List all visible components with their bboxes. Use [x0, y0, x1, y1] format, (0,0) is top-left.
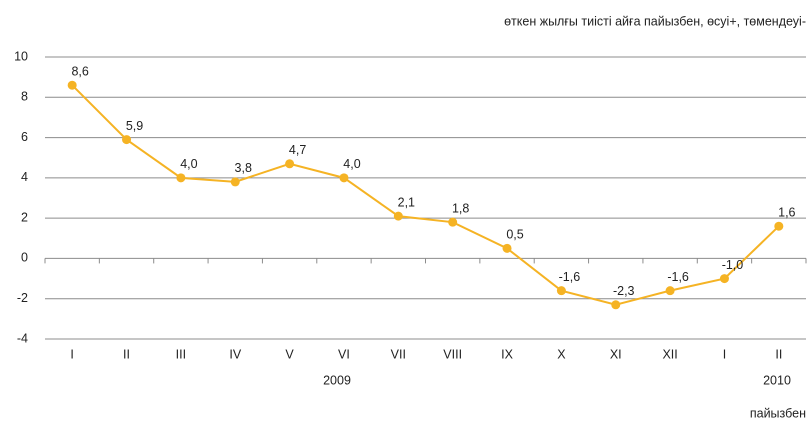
chart-subtitle: өткен жылғы тиісті айға пайызбен, өсуі+,…	[504, 14, 806, 28]
series-line	[71, 84, 780, 306]
data-label: 3,8	[235, 161, 252, 175]
y-tick-label: -4	[17, 331, 28, 345]
y-tick-label: 6	[21, 130, 28, 144]
data-label: 0,5	[506, 228, 523, 242]
x-tick-label: I	[723, 347, 726, 361]
x-tick-label: X	[557, 347, 566, 361]
x-tick-label: XI	[610, 347, 622, 361]
data-label: 4,0	[343, 157, 360, 171]
x-tick-label: III	[176, 347, 186, 361]
data-label: 4,0	[180, 157, 197, 171]
data-label: -1,0	[722, 258, 744, 272]
x-tick-label: V	[285, 347, 294, 361]
data-point	[611, 300, 621, 310]
data-point	[122, 135, 132, 145]
data-point	[502, 243, 512, 253]
y-tick-label: 2	[21, 210, 28, 224]
data-point	[285, 159, 295, 169]
data-label: 1,6	[778, 205, 795, 219]
unit-label: пайызбен	[750, 406, 806, 420]
x-tick-label: VIII	[443, 347, 462, 361]
y-tick-label: -2	[17, 291, 28, 305]
x-tick-label: VII	[391, 347, 406, 361]
x-tick-label: II	[123, 347, 130, 361]
y-tick-label: 8	[21, 90, 28, 104]
y-tick-label: 4	[21, 170, 28, 184]
x-tick-label: XII	[662, 347, 677, 361]
year-label: 2010	[763, 373, 791, 387]
data-point	[719, 274, 729, 284]
data-label: 8,6	[71, 64, 88, 78]
y-tick-label: 0	[21, 251, 28, 265]
x-tick-label: I	[70, 347, 73, 361]
data-point	[665, 286, 675, 296]
data-point	[774, 221, 784, 231]
data-label: 5,9	[126, 119, 143, 133]
data-label: -1,6	[559, 270, 581, 284]
data-label: 2,1	[398, 195, 415, 209]
data-point	[339, 173, 349, 183]
x-tick-label: IX	[501, 347, 513, 361]
data-label: -1,6	[667, 270, 689, 284]
x-tick-label: VI	[338, 347, 350, 361]
data-label: 1,8	[452, 201, 469, 215]
data-point	[556, 286, 566, 296]
data-point	[176, 173, 186, 183]
data-label: 4,7	[289, 143, 306, 157]
data-point	[67, 80, 77, 90]
year-label: 2009	[323, 373, 351, 387]
x-tick-label: II	[775, 347, 782, 361]
data-point	[393, 211, 403, 221]
y-tick-label: 10	[14, 49, 28, 63]
x-tick-label: IV	[229, 347, 241, 361]
data-point	[448, 217, 458, 227]
data-point	[230, 177, 240, 187]
data-label: -2,3	[613, 284, 635, 298]
